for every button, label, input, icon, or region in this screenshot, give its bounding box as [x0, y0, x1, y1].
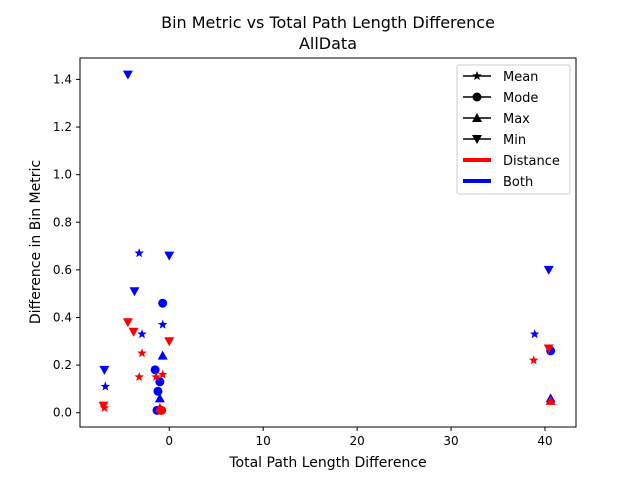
data-point-triangle-up-distance — [545, 395, 556, 405]
legend-label: Min — [503, 133, 526, 148]
data-point-triangle-down-both — [99, 365, 110, 375]
x-tick-label: 20 — [349, 434, 364, 448]
data-point-triangle-down-distance — [543, 344, 554, 354]
data-point-star-both — [100, 381, 111, 391]
legend: Mean Mode Max Min Distance Both — [456, 64, 571, 195]
legend-marker-triangle-up — [472, 113, 482, 122]
data-point-triangle-down-both — [129, 287, 140, 297]
data-point-circle-distance — [157, 405, 167, 415]
data-point-star-distance — [528, 355, 539, 365]
data-point-triangle-down-distance — [164, 337, 175, 347]
x-axis-label: Total Path Length Difference — [228, 455, 426, 471]
data-point-star-both — [529, 329, 540, 339]
data-point-circle-both — [150, 365, 160, 375]
data-point-circle-both — [158, 298, 168, 308]
data-point-triangle-up-both — [154, 393, 165, 403]
x-tick-label: 10 — [256, 434, 271, 448]
y-tick-label: 0.6 — [53, 263, 72, 277]
y-tick-label: 0.4 — [53, 310, 72, 324]
data-point-star-distance — [137, 348, 147, 358]
legend-label: Mode — [503, 91, 538, 106]
data-point-circle-both — [153, 386, 163, 396]
data-point-triangle-down-distance — [128, 327, 139, 337]
y-tick-label: 0.8 — [53, 215, 72, 229]
data-point-star-distance — [151, 372, 161, 382]
data-point-star-both — [137, 329, 147, 339]
legend-marker-triangle-down — [472, 135, 482, 144]
data-point-star-both — [134, 248, 144, 258]
y-tick-label: 0.0 — [53, 406, 72, 420]
data-point-star-distance — [99, 402, 110, 412]
data-point-triangle-down-both — [164, 251, 175, 261]
y-tick-label: 0.2 — [53, 358, 72, 372]
data-point-triangle-up-both — [157, 350, 168, 360]
y-tick-label: 1.4 — [53, 72, 72, 86]
y-axis-ticks: 0.0 0.2 0.4 0.6 0.8 1.0 1.2 1.4 — [53, 72, 80, 420]
data-point-star-distance — [157, 369, 168, 379]
data-point-triangle-down-distance — [122, 318, 133, 328]
legend-label: Both — [503, 175, 533, 190]
y-tick-label: 1.2 — [53, 120, 72, 134]
y-tick-label: 1.0 — [53, 168, 72, 182]
y-axis-label: Difference in Bin Metric — [28, 160, 44, 324]
data-point-triangle-down-both — [543, 265, 554, 275]
data-markers — [98, 70, 556, 415]
legend-label: Max — [503, 112, 530, 127]
chart-subtitle: AllData — [299, 34, 357, 53]
data-point-triangle-down-both — [122, 70, 133, 80]
legend-marker-circle — [472, 92, 482, 102]
legend-marker-star — [472, 71, 482, 81]
x-tick-label: 40 — [537, 434, 552, 448]
axes-frame — [79, 57, 577, 428]
x-axis-ticks: 0 10 20 30 40 — [165, 427, 553, 448]
x-tick-label: 0 — [165, 434, 173, 448]
legend-label: Distance — [503, 154, 560, 169]
data-point-star-both — [157, 319, 168, 329]
chart-title: Bin Metric vs Total Path Length Differen… — [161, 13, 495, 32]
legend-label: Mean — [503, 70, 538, 85]
data-point-star-distance — [134, 372, 144, 382]
x-tick-label: 30 — [443, 434, 458, 448]
